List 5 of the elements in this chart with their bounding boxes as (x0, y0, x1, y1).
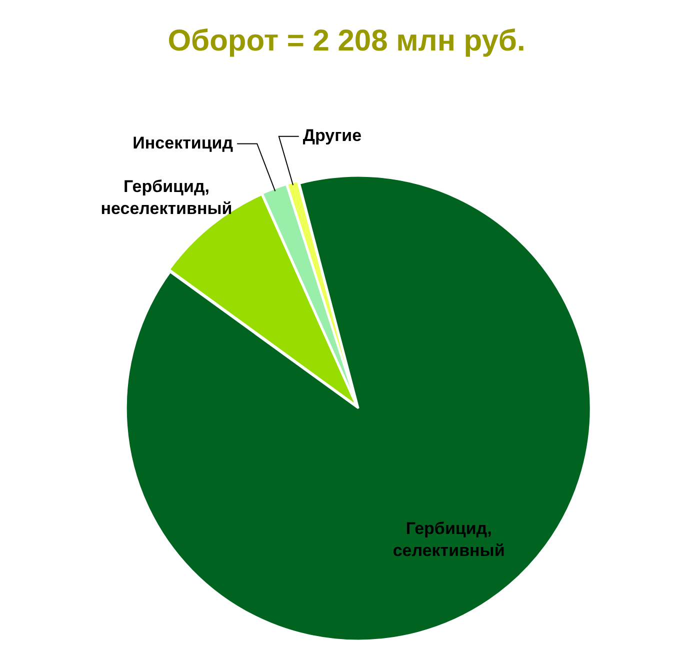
chart-title: Оборот = 2 208 млн руб. (168, 24, 526, 58)
slice-label: Инсектицид (132, 133, 234, 152)
slice-label: Другие (302, 126, 362, 146)
slice-label: Гербицид, неселективный (100, 176, 232, 218)
slice-label: Гербицид, селективный (392, 519, 505, 560)
